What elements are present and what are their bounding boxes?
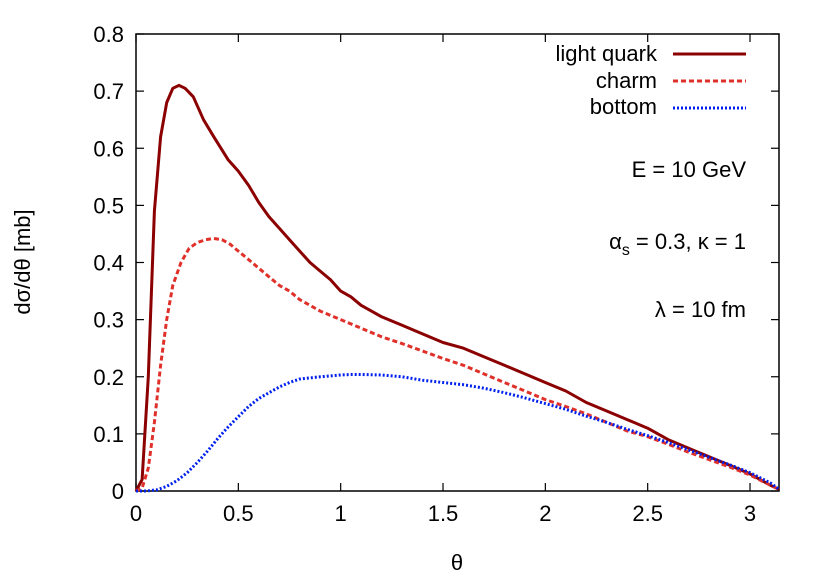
y-tick-label: 0.5 [93, 193, 124, 218]
plot-frame [135, 33, 780, 492]
legend-label-bottom: bottom [590, 94, 657, 119]
series-lines [134, 83, 780, 493]
annotation-alpha-rest: = 0.3, κ = 1 [630, 229, 746, 254]
x-tick-label: 0.5 [223, 501, 254, 526]
y-tick-label: 0.7 [93, 79, 124, 104]
series-line-charm [135, 237, 780, 493]
axis-ticks [135, 33, 779, 492]
axis-tick-labels: 0 0.5 1 1.5 2 2.5 3 0 0.1 0.2 0.3 0.4 0.5 0.6 0.7 0.8 [93, 22, 756, 526]
x-tick-label: 3 [744, 501, 756, 526]
y-tick-label: 0.4 [93, 251, 124, 276]
x-tick-label: 0 [130, 501, 142, 526]
annotation-lambda: λ = 10 fm [655, 297, 746, 322]
annotation-alpha: αs = 0.3, κ = 1 [609, 229, 746, 259]
annotation-alpha-symbol: α [609, 229, 622, 254]
x-tick-label: 1 [335, 501, 347, 526]
y-tick-label: 0.8 [93, 22, 124, 47]
y-tick-label: 0.2 [93, 365, 124, 390]
x-tick-label: 1.5 [428, 501, 459, 526]
series-line-light-quark [134, 83, 780, 492]
y-tick-label: 0 [112, 479, 124, 504]
y-tick-label: 0.6 [93, 136, 124, 161]
annotation-energy: E = 10 GeV [632, 157, 747, 182]
x-tick-label: 2 [539, 501, 551, 526]
annotation-alpha-subscript: s [622, 242, 630, 259]
y-tick-label: 0.1 [93, 422, 124, 447]
legend: light quark charm bottom [555, 41, 746, 119]
legend-label-charm: charm [596, 68, 657, 93]
x-tick-label: 2.5 [632, 501, 663, 526]
series-line-bottom [136, 373, 780, 493]
legend-label-light-quark: light quark [555, 41, 658, 66]
y-axis-label: dσ/dθ [mb] [10, 209, 35, 314]
y-tick-label: 0.3 [93, 308, 124, 333]
x-axis-label: θ [451, 550, 463, 575]
